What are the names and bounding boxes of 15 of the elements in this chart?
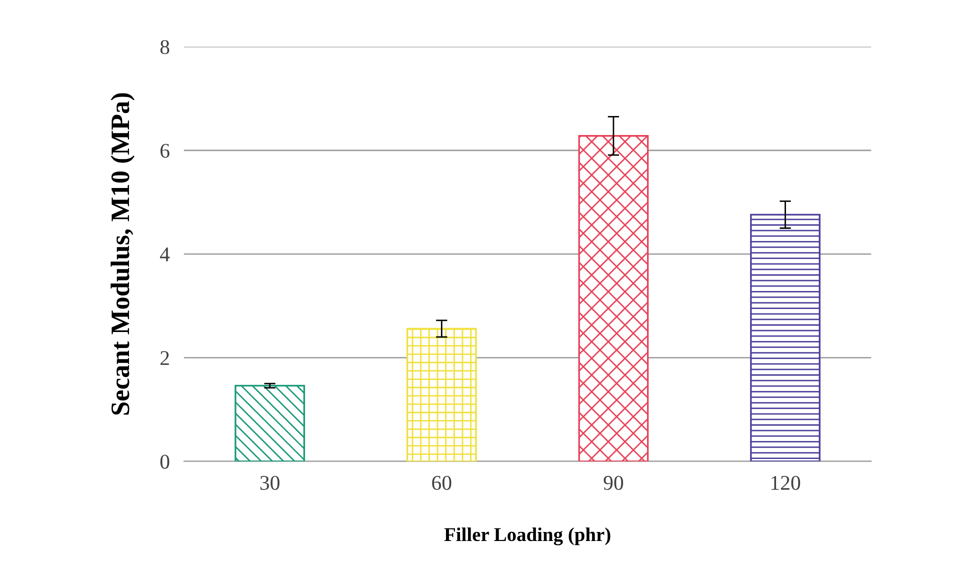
x-tick-label: 90 [604, 476, 624, 490]
x-tick-label: 60 [432, 476, 452, 490]
x-tick-label: 30 [260, 476, 280, 490]
y-tick-label: 2 [160, 351, 169, 365]
y-tick-label: 0 [160, 454, 170, 469]
bar [234, 384, 306, 462]
bar [750, 214, 820, 462]
x-tick-label: 120 [772, 476, 800, 490]
y-axis-title: Secant Modulus, M10 (MPa) [110, 93, 135, 415]
bar [406, 328, 477, 462]
bar [578, 135, 649, 462]
y-tick-label: 6 [160, 144, 170, 158]
x-axis-title: Filler Loading (phr) [444, 527, 610, 546]
y-tick-label: 4 [160, 248, 170, 262]
y-tick-label: 8 [160, 40, 170, 54]
